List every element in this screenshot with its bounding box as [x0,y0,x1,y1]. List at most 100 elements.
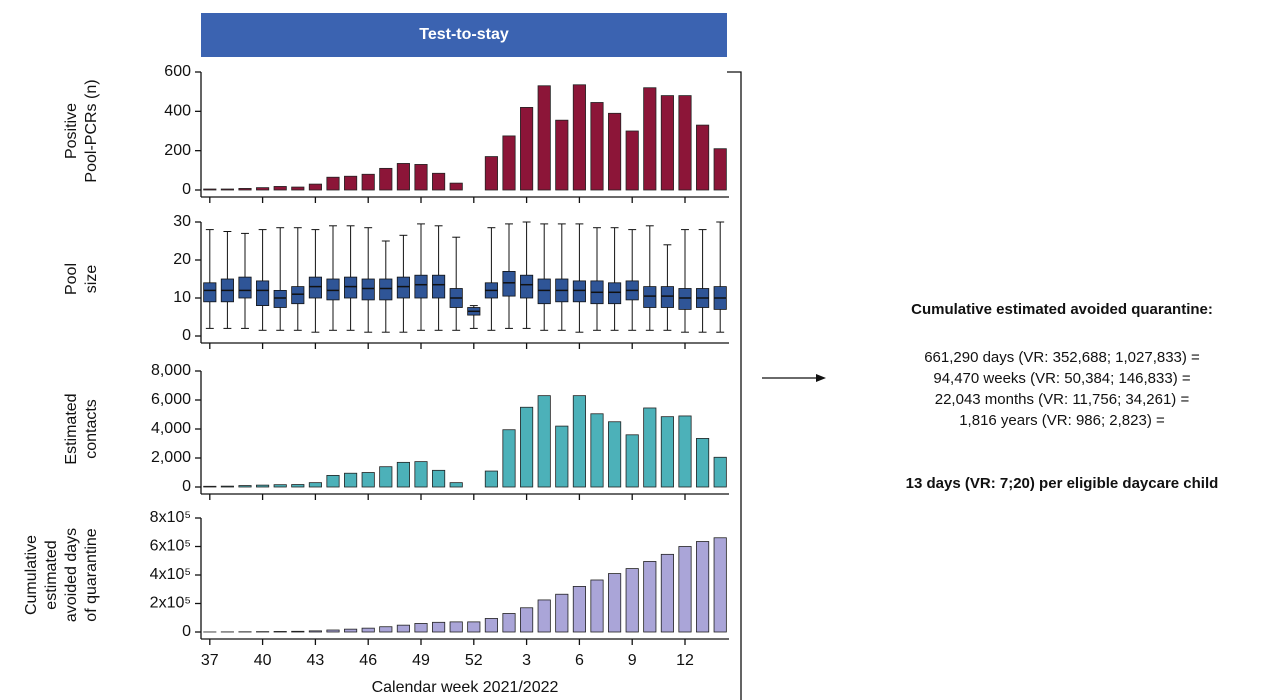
bar [467,621,481,633]
bar [484,470,498,488]
bar [308,183,322,191]
box [414,274,428,299]
bar [643,561,657,633]
y-tick-label: 20 [173,251,191,268]
bar [361,627,375,633]
box [660,286,674,308]
box [643,286,657,308]
bar [308,482,322,488]
x-tick-label: 43 [307,652,325,669]
arrow-head [816,374,826,382]
bar [291,186,305,191]
y-tick-label: 2x10⁵ [150,595,191,612]
bar [379,167,393,191]
bar [273,484,287,488]
bar [643,407,657,488]
x-tick-label: 46 [359,652,377,669]
x-axis-title: Calendar week 2021/2022 [372,679,559,696]
summary-line: 661,290 days (VR: 352,688; 1,027,833) = [924,349,1200,366]
y-axis-title: Cumulative [23,535,40,615]
bar [537,395,551,488]
box [291,286,305,305]
bar [572,586,586,633]
bar [713,456,727,488]
y-tick-label: 600 [164,63,191,80]
bar [361,472,375,488]
y-tick-label: 10 [173,289,191,306]
bar [555,425,569,488]
y-axis-title: contacts [83,399,100,459]
bar [572,395,586,488]
bar [379,626,393,633]
box [273,289,287,308]
bar [396,624,410,633]
bar [432,621,446,633]
bar [326,629,340,633]
bar [520,607,534,633]
box [678,288,692,310]
bar [502,135,516,191]
bar [678,415,692,488]
bar [502,429,516,488]
summary-line: 22,043 months (VR: 11,756; 34,261) = [935,391,1190,408]
bracket [727,71,742,700]
bar [449,482,463,488]
box [361,278,375,301]
y-axis-title: Estimated [63,393,80,464]
bar [256,484,270,488]
bar [660,416,674,488]
bar [203,188,217,191]
bar [432,469,446,488]
bar [590,579,604,633]
bar [379,466,393,488]
bar [713,537,727,633]
bar [678,95,692,191]
bar [643,87,657,191]
box [344,276,358,299]
x-tick-label: 3 [522,652,531,669]
bar [256,187,270,191]
banner-title: Test-to-stay [419,26,509,43]
bar [291,630,305,633]
bar [273,631,287,633]
bar [625,568,639,633]
box [308,276,322,299]
box [379,278,393,301]
y-axis-title: Positive [63,103,80,159]
bar [273,186,287,191]
bar [238,188,252,191]
bar [696,124,710,191]
bar [625,130,639,191]
y-axis-title: of quarantine [83,528,100,622]
x-tick-label: 37 [201,652,219,669]
y-axis-title: avoided days [63,528,80,622]
bar [414,623,428,633]
y-tick-label: 4,000 [151,420,191,437]
y-tick-label: 6x10⁵ [150,538,191,555]
box [520,274,534,299]
bar [537,599,551,633]
summary-line: 94,470 weeks (VR: 50,384; 146,833) = [933,370,1190,387]
banner [201,13,727,57]
summary-title: Cumulative estimated avoided quarantine: [911,301,1213,318]
bar [396,461,410,488]
bar [344,472,358,488]
y-tick-label: 4x10⁵ [150,566,191,583]
y-axis-title: estimated [43,540,60,609]
bar [520,107,534,191]
bar [344,628,358,633]
bar [484,156,498,191]
bar [608,573,622,633]
box [256,280,270,306]
bar [555,593,569,633]
bar [625,434,639,488]
bar [590,102,604,191]
bar [520,406,534,488]
y-tick-label: 0 [182,478,191,495]
bar [449,182,463,191]
bar [414,164,428,191]
bar [555,119,569,191]
summary-conclusion: 13 days (VR: 7;20) per eligible daycare … [906,475,1219,492]
